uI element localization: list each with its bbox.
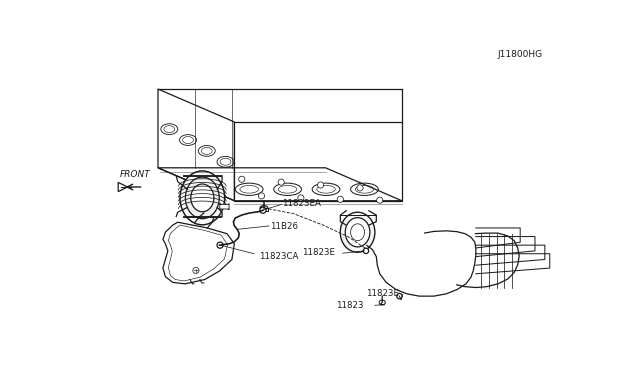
Text: 11823EA: 11823EA (282, 199, 321, 208)
Ellipse shape (345, 218, 370, 247)
Circle shape (278, 179, 284, 185)
Ellipse shape (364, 248, 369, 254)
Ellipse shape (217, 242, 223, 248)
Circle shape (298, 195, 304, 201)
FancyBboxPatch shape (220, 203, 229, 210)
Text: 11823E: 11823E (302, 248, 335, 257)
Text: J11800HG: J11800HG (497, 50, 542, 59)
Circle shape (337, 196, 344, 202)
Ellipse shape (340, 212, 375, 252)
Ellipse shape (191, 184, 214, 212)
Polygon shape (260, 208, 268, 211)
Ellipse shape (186, 177, 220, 219)
Circle shape (259, 193, 264, 199)
Circle shape (317, 182, 324, 188)
Text: 11823: 11823 (336, 301, 364, 310)
Text: 11823CA: 11823CA (259, 251, 298, 260)
Circle shape (357, 185, 363, 191)
Ellipse shape (180, 171, 225, 225)
Circle shape (377, 197, 383, 203)
Text: 11B26: 11B26 (270, 222, 298, 231)
Text: 11823E: 11823E (367, 289, 399, 298)
Ellipse shape (260, 206, 268, 210)
Ellipse shape (260, 207, 266, 213)
Circle shape (239, 176, 245, 182)
Text: FRONT: FRONT (120, 170, 150, 179)
Ellipse shape (397, 294, 402, 299)
